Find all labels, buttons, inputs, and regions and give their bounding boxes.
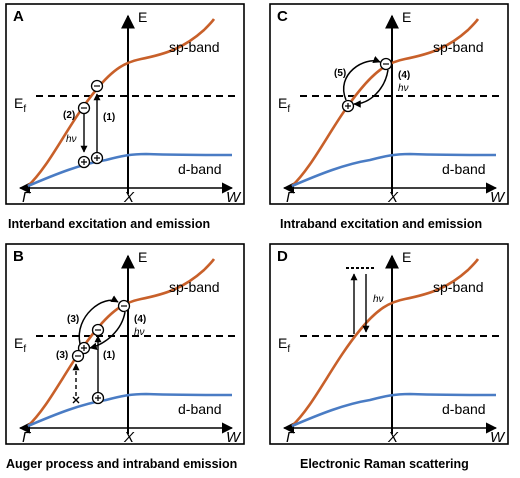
vacancy-icon <box>72 396 80 404</box>
fermi-level-label: Ef <box>14 95 26 115</box>
sp-band-label: sp-band <box>169 39 220 55</box>
panel-label-a: A <box>13 8 24 25</box>
gamma-label: Γ <box>22 189 32 206</box>
d-band-label: d-band <box>442 401 486 417</box>
energy-axis-label: E <box>402 249 411 265</box>
step-label-1: (1) <box>103 112 115 123</box>
sp-band-label: sp-band <box>433 279 484 295</box>
step-label-3: (3) <box>67 314 79 325</box>
x-point-label: X <box>123 429 135 446</box>
panel-c: C E Ef Γ X W sp-band d-band (5) (4) hν <box>270 4 508 206</box>
sp-band-label: sp-band <box>169 279 220 295</box>
sp-band-label: sp-band <box>433 39 484 55</box>
w-point-label: W <box>490 189 506 206</box>
panel-label-b: B <box>13 248 24 265</box>
step-label-4: (4) <box>398 70 410 81</box>
fermi-level-label: Ef <box>278 335 290 355</box>
energy-axis-label: E <box>138 9 147 25</box>
emission-arrow-4 <box>353 69 389 108</box>
w-point-label: W <box>226 189 242 206</box>
electron-icon <box>90 79 104 93</box>
hole-icon <box>91 391 105 405</box>
x-point-label: X <box>387 429 399 446</box>
energy-axis-label: E <box>138 249 147 265</box>
fermi-level-label: Ef <box>14 335 26 355</box>
step-label-5: (5) <box>334 68 346 79</box>
panel-a: A E Ef Γ X W sp-band d-band (1) (2) hν <box>6 4 244 206</box>
emission-arrow-4 <box>89 311 126 350</box>
electron-icon <box>77 101 91 115</box>
excitation-arrow-5 <box>343 56 381 101</box>
gamma-label: Γ <box>286 429 296 446</box>
photon-energy-label: hν <box>398 83 409 94</box>
photon-energy-label: hν <box>134 327 145 338</box>
step-label-4: (4) <box>134 314 146 325</box>
energy-axis-label: E <box>402 9 411 25</box>
panel-b: B E Ef Γ X W sp-band d-band (3) (3) (1) … <box>6 244 244 446</box>
caption-b: Auger process and intraband emission <box>6 457 237 471</box>
w-point-label: W <box>490 429 506 446</box>
step-label-3-lower: (3) <box>56 350 68 361</box>
gamma-label: Γ <box>286 189 296 206</box>
electron-icon <box>91 323 105 337</box>
photon-energy-label: hν <box>373 294 384 305</box>
caption-d: Electronic Raman scattering <box>300 457 469 471</box>
hole-icon <box>341 99 355 113</box>
caption-a: Interband excitation and emission <box>8 217 210 231</box>
d-band-label: d-band <box>442 161 486 177</box>
panel-d: D E Ef Γ X W sp-band d-band hν <box>270 244 508 446</box>
step-label-2: (2) <box>63 110 75 121</box>
electron-icon <box>379 57 393 71</box>
step-label-1: (1) <box>103 350 115 361</box>
photon-energy-label: hν <box>66 134 77 145</box>
caption-c: Intraband excitation and emission <box>280 217 482 231</box>
x-point-label: X <box>387 189 399 206</box>
electron-icon <box>71 349 85 363</box>
electron-icon <box>117 299 131 313</box>
hole-icon <box>77 155 91 169</box>
gamma-label: Γ <box>22 429 32 446</box>
d-band-label: d-band <box>178 401 222 417</box>
x-point-label: X <box>123 189 135 206</box>
d-band-label: d-band <box>178 161 222 177</box>
w-point-label: W <box>226 429 242 446</box>
auger-excitation-arrow <box>78 295 119 345</box>
panel-label-d: D <box>277 248 288 265</box>
fermi-level-label: Ef <box>278 95 290 115</box>
panel-label-c: C <box>277 8 288 25</box>
hole-icon <box>90 151 104 165</box>
